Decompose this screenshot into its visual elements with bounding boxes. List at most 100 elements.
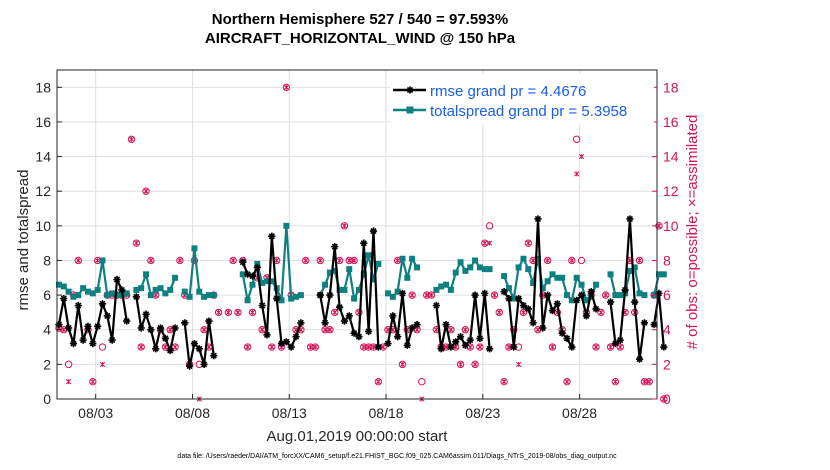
obs-possible-marker xyxy=(485,222,494,230)
obs-assimilated-marker xyxy=(641,379,648,385)
totalspread-marker xyxy=(641,292,648,299)
rmse-marker xyxy=(485,345,494,353)
totalspread-marker xyxy=(501,273,508,280)
totalspread-marker xyxy=(389,293,396,300)
obs-assimilated-marker xyxy=(453,344,459,350)
rmse-marker xyxy=(360,239,368,247)
obs-assimilated-marker xyxy=(375,379,381,385)
legend-spread-marker xyxy=(406,106,414,114)
obs-assimilated-marker xyxy=(530,257,536,264)
obs-possible-marker xyxy=(176,256,184,265)
rmse-marker xyxy=(553,300,561,308)
rmse-marker xyxy=(103,312,111,320)
obs-assimilated-marker xyxy=(90,379,96,385)
obs-possible-marker xyxy=(427,291,436,299)
rmse-marker xyxy=(123,317,131,325)
obs-possible-marker xyxy=(74,256,82,265)
chart-title-line1: Northern Hemisphere 527 / 540 = 97.593% xyxy=(212,11,508,28)
obs-assimilated-marker xyxy=(215,309,222,316)
obs-possible-marker xyxy=(572,135,581,143)
totalspread-marker xyxy=(549,271,556,278)
obs-assimilated-marker xyxy=(303,257,309,264)
rmse-marker xyxy=(65,324,73,332)
obs-possible-marker xyxy=(640,377,649,386)
rmse-marker xyxy=(534,215,542,223)
obs-assimilated-marker xyxy=(361,344,367,350)
obs-possible-marker xyxy=(311,343,320,351)
totalspread-marker xyxy=(481,266,488,273)
rmse-marker xyxy=(374,343,382,351)
totalspread-marker xyxy=(370,276,377,283)
rmse-marker xyxy=(345,312,353,320)
obs-assimilated-marker xyxy=(336,257,343,264)
rmse-marker xyxy=(152,345,160,353)
obs-assimilated-marker xyxy=(598,309,604,316)
totalspread-marker xyxy=(457,259,464,266)
rmse-marker xyxy=(273,294,281,303)
obs-assimilated-marker xyxy=(409,292,415,298)
obs-assimilated-marker xyxy=(351,257,357,264)
left-tick-label: 8 xyxy=(43,252,51,268)
rmse-marker xyxy=(147,326,155,334)
obs-possible-marker xyxy=(98,343,107,351)
totalspread-marker xyxy=(341,286,348,293)
obs-assimilated-marker xyxy=(424,292,430,298)
rmse-marker xyxy=(558,329,566,337)
obs-assimilated-marker xyxy=(225,309,231,316)
totalspread-marker xyxy=(283,222,290,229)
rmse-marker xyxy=(548,307,557,315)
totalspread-marker xyxy=(123,290,130,297)
rmse-marker xyxy=(655,289,663,297)
obs-possible-marker xyxy=(616,343,624,351)
totalspread-marker xyxy=(452,269,459,276)
rmse-marker xyxy=(118,286,126,294)
rmse-marker xyxy=(331,243,339,251)
rmse-marker xyxy=(108,336,116,344)
totalspread-marker xyxy=(167,286,174,293)
obs-possible-marker xyxy=(568,256,576,265)
legend-rmse-marker xyxy=(406,86,414,94)
rmse-marker xyxy=(205,317,213,325)
rmse-marker xyxy=(587,288,595,296)
obs-assimilated-marker xyxy=(65,379,72,385)
totalspread-marker xyxy=(297,292,304,299)
obs-assimilated-marker xyxy=(274,257,280,264)
obs-assimilated-marker xyxy=(501,379,507,385)
obs-possible-marker xyxy=(340,222,349,230)
totalspread-marker xyxy=(157,285,164,292)
totalspread-marker xyxy=(515,264,522,271)
obs-possible-marker xyxy=(326,326,334,334)
rmse-series xyxy=(55,215,668,370)
obs-possible-marker xyxy=(408,291,416,299)
totalspread-marker xyxy=(205,292,212,299)
obs-possible-marker xyxy=(243,343,252,351)
rmse-marker xyxy=(248,272,257,280)
obs-assimilated-marker xyxy=(448,327,454,333)
rmse-marker xyxy=(447,343,455,351)
obs-possible-marker xyxy=(495,308,503,317)
obs-possible-marker xyxy=(234,308,242,317)
obs-assimilated-marker xyxy=(133,240,140,246)
obs-possible-marker xyxy=(321,326,329,334)
rmse-marker xyxy=(437,345,445,353)
right-tick-label: 6 xyxy=(663,287,671,303)
rmse-marker xyxy=(161,334,169,342)
obs-possible-marker xyxy=(456,360,465,369)
totalspread-marker xyxy=(288,295,295,302)
totalspread-marker xyxy=(660,271,667,278)
totalspread-marker xyxy=(476,264,483,271)
rmse-marker xyxy=(55,320,63,329)
obs-possible-marker xyxy=(132,239,141,247)
totalspread-marker xyxy=(191,245,198,252)
totalspread-marker xyxy=(399,255,406,262)
obs-possible-marker xyxy=(519,308,528,317)
totalspread-marker xyxy=(559,274,566,281)
rmse-marker xyxy=(510,343,518,351)
obs-assimilated-marker xyxy=(153,292,159,298)
obs-assimilated-marker xyxy=(428,292,435,298)
obs-possible-marker xyxy=(543,256,552,265)
totalspread-marker xyxy=(84,288,91,295)
legend-box xyxy=(390,74,654,124)
obs-assimilated-marker xyxy=(312,344,319,350)
obs-possible-marker xyxy=(563,377,571,386)
